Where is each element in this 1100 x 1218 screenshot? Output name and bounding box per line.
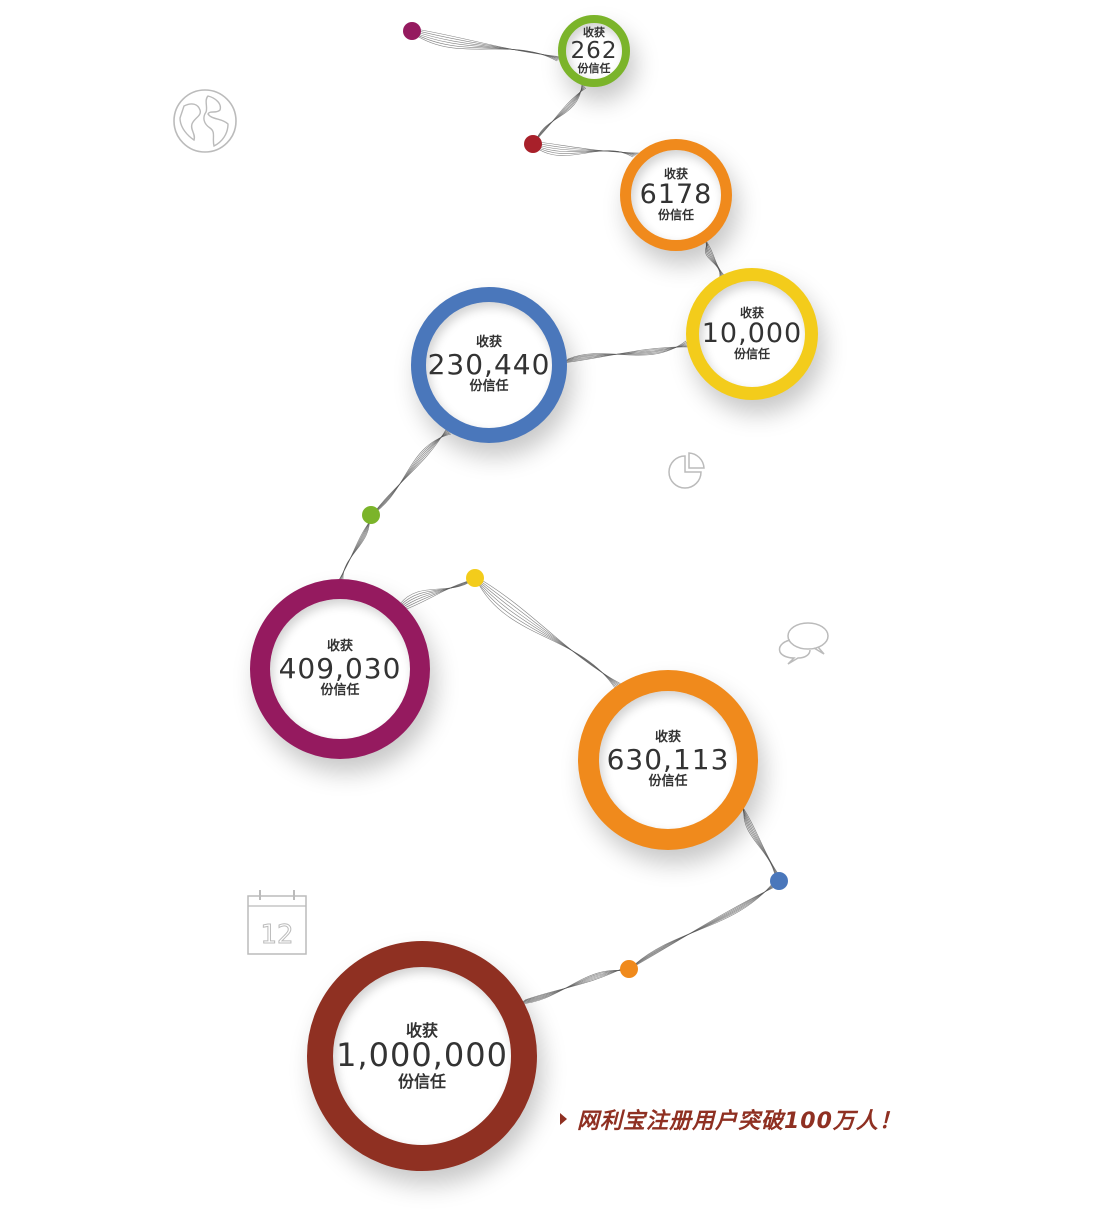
headline-text: 网利宝注册用户突破100万人！ <box>577 1109 902 1134</box>
connector-line <box>518 970 632 1005</box>
milestone-value: 262 <box>570 37 618 64</box>
milestone-value: 630,113 <box>606 743 730 777</box>
milestone-6178: 收获 6178 份信任 <box>620 139 732 251</box>
connector-line <box>534 146 634 158</box>
connector-line <box>367 433 452 518</box>
pie-chart-icon <box>668 452 705 489</box>
connector-line <box>413 33 558 62</box>
milestone-label-bottom: 份信任 <box>733 347 770 362</box>
connector-line <box>561 346 691 364</box>
milestone-630113: 收获 630,113 份信任 <box>578 670 758 850</box>
milestone-10000: 收获 10,000 份信任 <box>686 268 818 400</box>
milestone-409030: 收获 409,030 份信任 <box>250 579 430 759</box>
milestone-value: 10,000 <box>701 317 803 349</box>
milestone-label-top: 收获 <box>405 1020 438 1040</box>
milestone-value: 1,000,000 <box>336 1036 508 1075</box>
connector-line <box>369 432 451 517</box>
calendar-icon: 12 <box>247 890 307 955</box>
milestone-label-bottom: 份信任 <box>397 1071 446 1091</box>
milestone-label-bottom: 份信任 <box>320 682 360 698</box>
triangle-bullet-icon <box>560 1113 567 1125</box>
chat-bubbles-icon <box>778 622 829 665</box>
connector-line <box>370 431 450 516</box>
milestone-1000000: 收获 1,000,000 份信任 <box>307 941 537 1171</box>
globe-icon <box>173 89 237 153</box>
headline: 网利宝注册用户突破100万人！ <box>560 1102 902 1136</box>
connector-line <box>520 970 631 1004</box>
connector-line <box>739 802 783 880</box>
milestone-label-top: 收获 <box>739 305 764 320</box>
milestone-label-top: 收获 <box>654 730 681 745</box>
milestone-value: 6178 <box>639 178 713 210</box>
connector-dot <box>403 22 421 40</box>
connector-dot <box>524 135 542 153</box>
connector-line <box>566 341 687 361</box>
connector-dot <box>466 569 484 587</box>
milestone-262: 收获 262 份信任 <box>558 15 630 87</box>
connector-line <box>476 580 616 689</box>
connector-line <box>409 27 564 58</box>
calendar-day: 12 <box>260 920 293 950</box>
connector-dot <box>620 960 638 978</box>
milestone-label-bottom: 份信任 <box>577 62 611 76</box>
milestone-label-top: 收获 <box>475 335 502 350</box>
milestone-label-top: 收获 <box>663 166 688 181</box>
connector-line <box>625 883 782 972</box>
connector-line <box>705 243 721 281</box>
milestone-label-bottom: 份信任 <box>648 773 688 789</box>
milestone-label-bottom: 份信任 <box>469 378 509 394</box>
milestone-label-top: 收获 <box>326 639 353 654</box>
connector-dot <box>362 506 380 524</box>
milestone-label-top: 收获 <box>583 25 605 39</box>
connector-line <box>403 579 473 611</box>
milestone-230440: 收获 230,440 份信任 <box>411 287 567 443</box>
connector-line <box>472 574 622 685</box>
connector-line <box>412 31 560 60</box>
connector-line <box>475 578 618 687</box>
milestone-value: 230,440 <box>427 348 551 382</box>
connector-dot <box>770 872 788 890</box>
milestone-value: 409,030 <box>278 652 402 686</box>
milestone-label-bottom: 份信任 <box>657 208 694 223</box>
connector-line <box>373 427 448 514</box>
connector-line <box>475 579 617 688</box>
